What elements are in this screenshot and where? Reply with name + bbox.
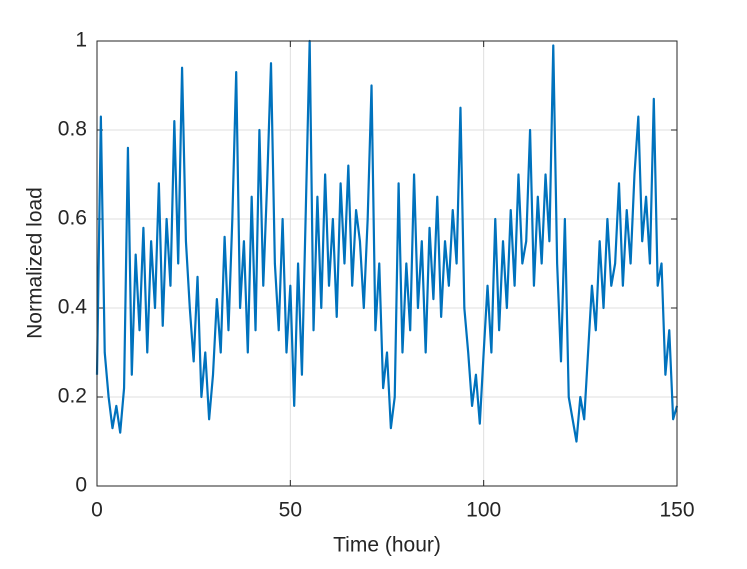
y-tick-label: 0.8 — [58, 118, 87, 141]
line — [95, 39, 679, 443]
y-tick-label: 1 — [75, 29, 87, 52]
plot-frame — [96, 40, 678, 487]
y-tick-label: 0.2 — [58, 385, 87, 408]
x-axis-label: Time (hour) — [333, 534, 441, 557]
x-tick-label: 50 — [279, 499, 302, 522]
y-axis-label: Normalized load — [24, 187, 47, 339]
y-tick-label: 0.4 — [58, 296, 88, 319]
y-tick-label: 0.6 — [58, 207, 87, 230]
x-tick-label: 100 — [466, 499, 501, 522]
x-tick-label: 0 — [91, 499, 103, 522]
x-tick-label: 150 — [659, 499, 694, 522]
y-tick-label: 0 — [75, 474, 87, 497]
